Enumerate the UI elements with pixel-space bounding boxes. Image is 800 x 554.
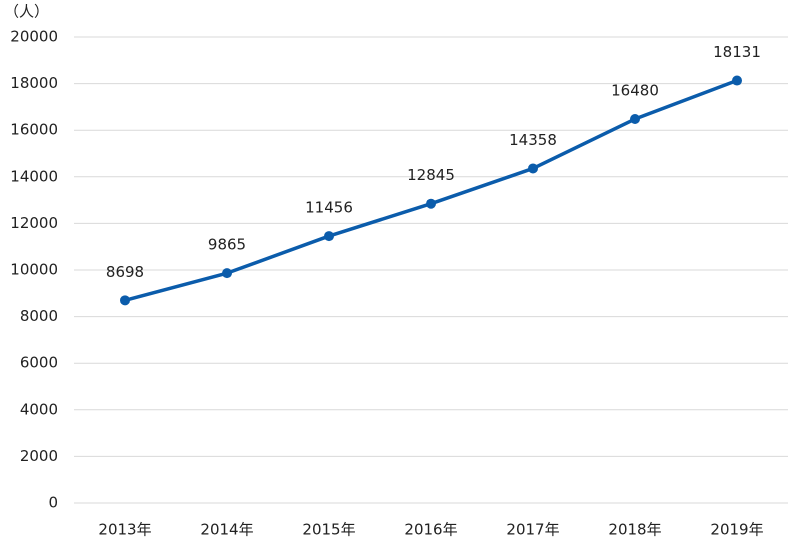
y-tick-label: 0 (48, 494, 58, 512)
data-label: 14358 (509, 131, 557, 149)
y-tick-label: 16000 (10, 121, 58, 139)
y-tick-label: 10000 (10, 261, 58, 279)
x-tick-label: 2014年 (200, 521, 253, 539)
x-tick-label: 2018年 (608, 521, 661, 539)
data-label: 12845 (407, 166, 455, 184)
marker (324, 231, 334, 242)
y-tick-label: 14000 (10, 167, 58, 185)
y-axis-label: （人） (4, 3, 49, 21)
x-tick-label: 2013年 (98, 521, 151, 539)
marker (120, 295, 130, 306)
x-tick-label: 2015年 (302, 521, 355, 539)
y-tick-label: 2000 (20, 447, 58, 465)
marker (222, 268, 232, 279)
data-label: 9865 (208, 236, 246, 254)
marker (732, 75, 742, 86)
y-tick-label: 6000 (20, 354, 58, 372)
x-tick-label: 2016年 (404, 521, 457, 539)
y-tick-label: 4000 (20, 400, 58, 418)
marker (630, 114, 640, 125)
data-label: 16480 (611, 82, 659, 100)
x-tick-label: 2019年 (710, 521, 763, 539)
y-tick-label: 8000 (20, 307, 58, 325)
line (124, 78, 738, 303)
data-label: 11456 (305, 199, 353, 217)
marker (426, 198, 436, 209)
y-tick-label: 12000 (10, 214, 58, 232)
y-tick-label: 18000 (10, 74, 58, 92)
data-label: 18131 (713, 43, 761, 61)
marker (528, 163, 538, 174)
x-tick-label: 2017年 (506, 521, 559, 539)
data-label: 8698 (106, 263, 144, 281)
y-tick-label: 20000 (10, 28, 58, 46)
